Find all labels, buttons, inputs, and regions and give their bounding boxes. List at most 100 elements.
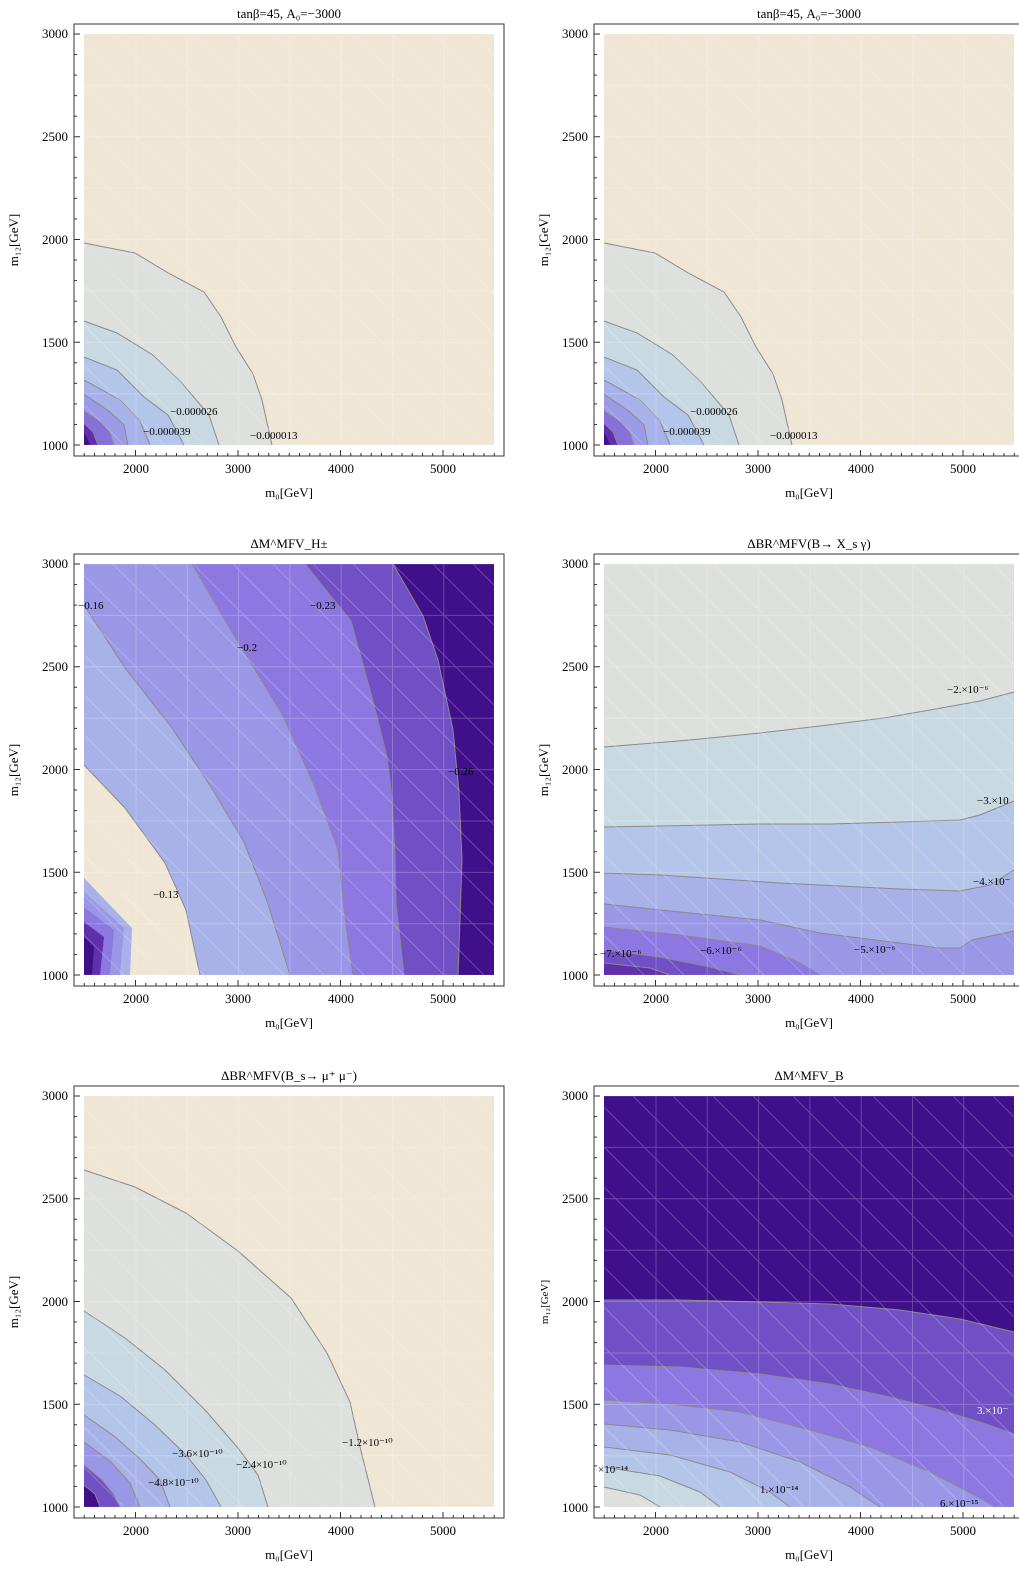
contour-line	[83, 1310, 269, 1508]
svg-text:3000: 3000	[562, 1088, 588, 1103]
contour-line	[603, 1466, 721, 1508]
y-axis-label: m₁₂[GeV]	[536, 744, 551, 796]
hatch-line	[604, 734, 845, 975]
hatch-line	[392, 34, 494, 136]
hatch-line	[312, 34, 494, 216]
contour-line	[603, 1423, 881, 1508]
hatch-line	[84, 1426, 165, 1507]
svg-text:1000: 1000	[42, 968, 68, 983]
svg-text:1000: 1000	[42, 1500, 68, 1515]
hatch-line	[152, 1096, 494, 1438]
hatch-line	[112, 34, 494, 416]
y-ticks: 3000 2500 2000 1500 1000	[562, 26, 588, 453]
panel-6-overlay	[604, 1096, 1019, 1507]
svg-text:2000: 2000	[643, 1523, 669, 1538]
contour-line	[604, 1299, 1015, 1333]
contour-line	[603, 800, 1015, 828]
svg-text:−0.26: −0.26	[448, 766, 474, 778]
svg-text:2500: 2500	[42, 659, 68, 674]
panel-2: tanβ=45, A₀=−3000 3000 2500 2000 1500 10…	[536, 6, 1019, 500]
hatch-line	[84, 84, 445, 445]
svg-text:1.×10⁻¹⁴: 1.×10⁻¹⁴	[760, 1484, 799, 1496]
contour-line	[603, 1486, 661, 1508]
hatch-line	[912, 1096, 1019, 1203]
panel-1-overlay	[84, 34, 494, 445]
hatch-line	[604, 1386, 725, 1507]
y-axis-label: m₁₂[GeV]	[6, 1276, 21, 1328]
region-7	[604, 1487, 660, 1507]
y-axis-label: m₁₂[GeV]	[536, 214, 551, 266]
contour-line	[603, 926, 821, 976]
hatch-line	[192, 1096, 494, 1398]
x-ticks: 2000 3000 4000 5000	[123, 991, 456, 1006]
svg-text:2000: 2000	[643, 461, 669, 476]
svg-text:6.×10⁻¹⁵: 6.×10⁻¹⁵	[940, 1498, 979, 1510]
svg-text:5000: 5000	[430, 991, 456, 1006]
hatch-line	[632, 34, 1019, 421]
svg-text:5000: 5000	[950, 461, 976, 476]
x-ticks: 2000 3000 4000 5000	[643, 1523, 976, 1538]
svg-text:2000: 2000	[42, 232, 68, 247]
contour-line	[83, 1441, 141, 1508]
hatch-line	[604, 814, 765, 975]
svg-text:3000: 3000	[42, 26, 68, 41]
svg-text:−0.13: −0.13	[153, 889, 179, 901]
svg-text:4000: 4000	[848, 1523, 874, 1538]
hatch-line	[272, 34, 494, 256]
tick-marks	[594, 1095, 1015, 1518]
hatch-line	[84, 164, 365, 445]
hatch-line	[84, 364, 165, 445]
hatch-line	[84, 734, 325, 975]
hatch-line	[84, 44, 485, 445]
hatch-line	[712, 564, 1019, 871]
svg-text:5000: 5000	[430, 461, 456, 476]
svg-text:3000: 3000	[225, 991, 251, 1006]
tick-marks	[74, 563, 495, 986]
svg-text:3000: 3000	[745, 1523, 771, 1538]
svg-text:−0.000026: −0.000026	[690, 406, 738, 418]
svg-text:−0.2: −0.2	[237, 642, 257, 654]
contour-line	[603, 422, 619, 446]
contour-line	[83, 1374, 222, 1508]
svg-text:−0.000026: −0.000026	[170, 406, 218, 418]
svg-text:−0.16: −0.16	[78, 600, 104, 612]
tick-marks	[74, 33, 495, 456]
hatch-line	[84, 614, 445, 975]
contour-line	[83, 1169, 376, 1508]
hatch-line	[604, 1146, 965, 1507]
svg-text:−2.4×10⁻¹⁰: −2.4×10⁻¹⁰	[236, 1459, 287, 1471]
hatch-line	[192, 34, 494, 336]
hatch-line	[192, 564, 494, 866]
region-8	[604, 433, 610, 445]
tick-marks	[74, 1095, 495, 1518]
svg-text:1500: 1500	[42, 335, 68, 350]
svg-text:1500: 1500	[42, 865, 68, 880]
hatch-line	[152, 564, 494, 906]
x-axis-label: m₀[GeV]	[265, 1547, 313, 1562]
hatch-line	[84, 774, 285, 975]
contour-labels: 3.×10⁻ ×10⁻¹⁴ 1.×10⁻¹⁴ 6.×10⁻¹⁵	[598, 1405, 1008, 1510]
hatch-line	[352, 1096, 494, 1238]
svg-text:−0.23: −0.23	[310, 600, 336, 612]
svg-text:3000: 3000	[42, 556, 68, 571]
svg-text:3000: 3000	[745, 461, 771, 476]
contour-line	[83, 764, 201, 976]
contour-line	[83, 320, 220, 446]
svg-text:2000: 2000	[123, 1523, 149, 1538]
contour-line	[83, 604, 291, 976]
svg-text:2000: 2000	[42, 762, 68, 777]
contour-labels: −0.16 −0.23 −0.2 −0.26 −0.13	[78, 600, 474, 901]
hatch-line	[872, 34, 1019, 181]
y-axis-label: m₁₂[GeV]	[6, 214, 21, 266]
y-ticks: 3000 2500 2000 1500 1000	[42, 26, 68, 453]
hatch-line	[604, 284, 765, 445]
hatch-line	[672, 1096, 1019, 1443]
svg-text:3000: 3000	[562, 556, 588, 571]
svg-text:5000: 5000	[430, 1523, 456, 1538]
hatch-line	[604, 1106, 1005, 1507]
svg-text:−0.000039: −0.000039	[143, 426, 191, 438]
hatch-line	[232, 34, 494, 296]
contour-line	[603, 869, 1015, 892]
svg-text:3000: 3000	[745, 991, 771, 1006]
